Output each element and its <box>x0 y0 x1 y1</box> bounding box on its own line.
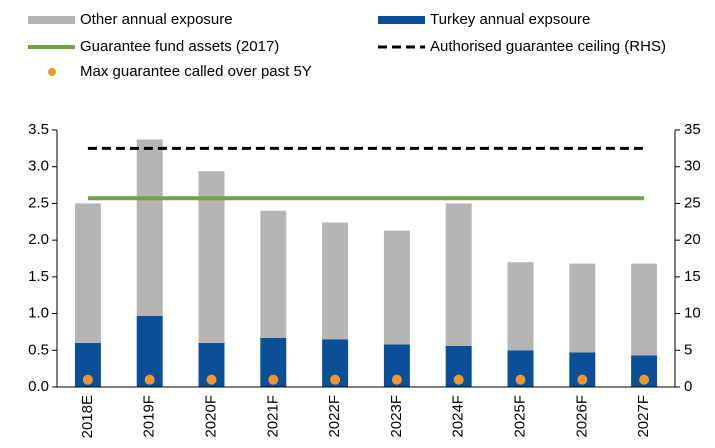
dot <box>206 374 217 385</box>
y2-tick-label: 25 <box>684 194 701 211</box>
y-tick-label: 3.5 <box>28 121 49 138</box>
y2-tick-label: 35 <box>684 121 701 138</box>
dot <box>453 374 464 385</box>
y2-tick-label: 30 <box>684 158 701 175</box>
bar <box>136 139 163 316</box>
y-tick-label: 3.0 <box>28 158 49 175</box>
bar <box>260 210 287 338</box>
y-tick-label: 1.5 <box>28 268 49 285</box>
bar <box>631 263 658 356</box>
dot <box>515 374 526 385</box>
legend-label: Max guarantee called over past 5Y <box>80 63 312 80</box>
x-tick-label: 2024F <box>450 395 467 438</box>
x-tick-label: 2026F <box>573 395 590 438</box>
bar <box>569 263 596 353</box>
x-tick-label: 2025F <box>511 395 528 438</box>
x-tick-label: 2023F <box>388 395 405 438</box>
bar <box>383 230 410 345</box>
legend-label: Turkey annual expsoure <box>430 11 590 28</box>
bar <box>322 222 349 340</box>
legend-swatch <box>48 68 56 76</box>
legend-label: Guarantee fund assets (2017) <box>80 38 279 55</box>
y-tick-label: 0.5 <box>28 341 49 358</box>
bar <box>507 262 534 351</box>
legend-swatch <box>28 16 75 24</box>
y2-tick-label: 5 <box>684 341 692 358</box>
y2-tick-label: 20 <box>684 231 701 248</box>
x-tick-label: 2022F <box>326 395 343 438</box>
bar <box>445 203 472 346</box>
dot <box>330 374 341 385</box>
dot <box>577 374 588 385</box>
x-tick-label: 2018E <box>79 395 96 438</box>
dot <box>82 374 93 385</box>
x-tick-label: 2021F <box>264 395 281 438</box>
y-tick-label: 1.0 <box>28 305 49 322</box>
y-tick-label: 2.0 <box>28 231 49 248</box>
legend-label: Authorised guarantee ceiling (RHS) <box>430 38 666 55</box>
legend-label: Other annual exposure <box>80 11 233 28</box>
y2-tick-label: 10 <box>684 305 701 322</box>
y2-tick-label: 15 <box>684 268 701 285</box>
y-tick-label: 0.0 <box>28 378 49 395</box>
y2-tick-label: 0 <box>684 378 692 395</box>
dot <box>144 374 155 385</box>
y-tick-label: 2.5 <box>28 194 49 211</box>
bar <box>74 203 101 343</box>
dot <box>639 374 650 385</box>
x-tick-label: 2020F <box>202 395 219 438</box>
dot <box>391 374 402 385</box>
x-tick-label: 2027F <box>635 395 652 438</box>
legend-swatch <box>378 16 425 24</box>
x-tick-label: 2019F <box>141 395 158 438</box>
dot <box>268 374 279 385</box>
